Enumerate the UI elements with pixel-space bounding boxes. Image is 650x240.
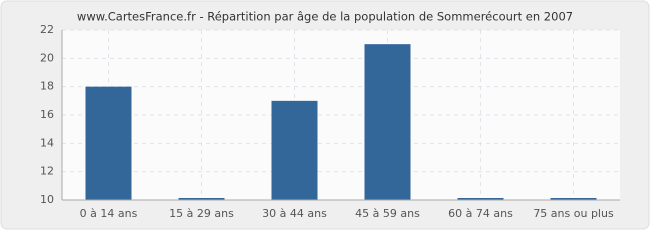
x-tick-label: 0 à 14 ans — [80, 207, 138, 220]
y-tick-label: 12 — [40, 165, 54, 178]
y-tick-label: 20 — [40, 51, 54, 64]
bar — [85, 86, 132, 200]
x-tick-label: 45 à 59 ans — [355, 207, 420, 220]
x-tick-label: 30 à 44 ans — [262, 207, 327, 220]
bar — [178, 198, 225, 200]
x-tick-label: 60 à 74 ans — [448, 207, 513, 220]
y-tick-label: 14 — [40, 136, 54, 149]
y-tick-label: 10 — [40, 193, 54, 206]
x-tick-label: 75 ans ou plus — [533, 207, 614, 220]
bar — [271, 100, 318, 200]
y-tick-label: 16 — [40, 108, 54, 121]
chart: www.CartesFrance.fr - Répartition par âg… — [0, 0, 650, 230]
bar — [364, 44, 411, 200]
x-tick-label: 15 à 29 ans — [169, 207, 234, 220]
y-tick-label: 18 — [40, 80, 54, 93]
y-tick-label: 22 — [40, 23, 54, 36]
chart-title: www.CartesFrance.fr - Répartition par âg… — [77, 10, 573, 24]
bar — [550, 198, 597, 200]
bar — [457, 198, 504, 200]
